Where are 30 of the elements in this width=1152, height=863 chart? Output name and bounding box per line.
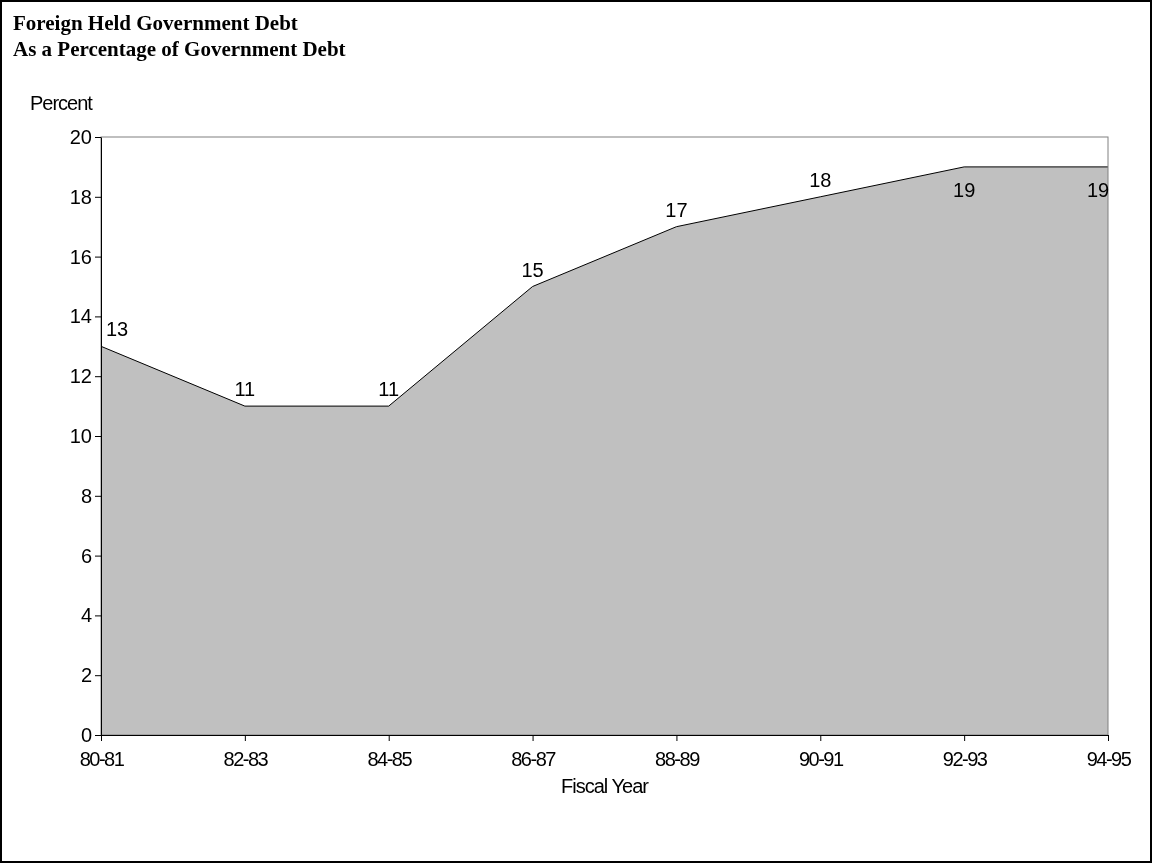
data-label: 17 [665,198,688,221]
data-label: 11 [234,378,256,401]
x-tick-label: 84-85 [367,748,413,770]
data-label: 18 [809,168,832,191]
y-tick-label: 4 [80,604,92,627]
x-tick-label: 88-89 [655,748,701,770]
y-tick-label: 14 [69,305,92,328]
data-label: 13 [105,318,129,341]
x-axis-title: Fiscal Year [561,775,650,797]
y-tick-label: 16 [69,245,92,268]
y-tick-label: 12 [69,365,92,388]
x-tick-label: 94-95 [1086,748,1132,770]
data-label: 19 [1086,178,1110,201]
x-tick-label: 80-81 [79,748,125,770]
y-tick-label: 6 [80,544,92,567]
x-tick-label: 92-93 [942,748,988,770]
data-label: 15 [521,258,544,281]
y-tick-label: 0 [80,723,92,746]
data-label: 19 [953,178,976,201]
x-tick-label: 90-91 [798,748,844,770]
chart-title: Foreign Held Government Debt As a Percentage of Government Debt [13,11,346,61]
y-tick-label: 20 [69,125,92,148]
y-tick-label: 10 [69,424,92,447]
y-tick-label: 2 [80,664,92,687]
x-tick-label: 82-83 [223,748,269,770]
y-tick-label: 18 [69,185,92,208]
data-label: 11 [378,378,400,401]
x-tick-label: 86-87 [511,748,557,770]
y-tick-label: 8 [80,484,92,507]
y-axis-title: Percent [30,92,94,114]
